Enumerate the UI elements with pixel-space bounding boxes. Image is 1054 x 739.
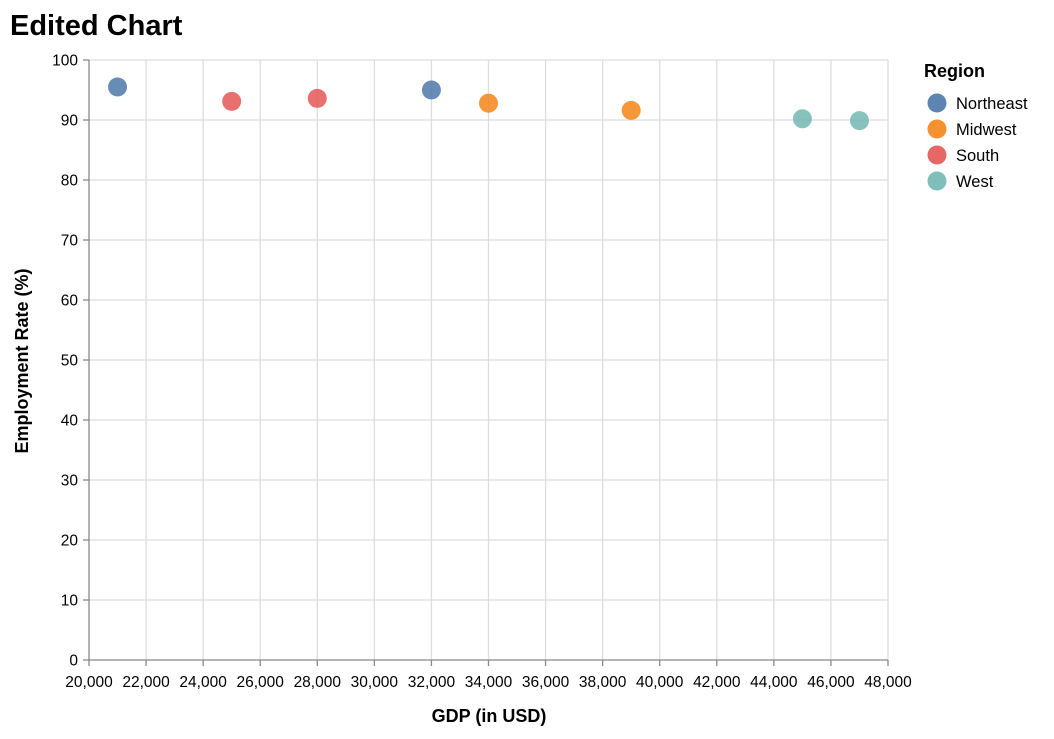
data-point-south[interactable] (307, 88, 327, 108)
x-tick-label: 26,000 (237, 674, 285, 691)
y-tick-label: 70 (61, 233, 79, 250)
legend-label-northeast: Northeast (956, 95, 1028, 113)
legend-label-west: West (956, 173, 994, 191)
chart-title: Edited Chart (10, 10, 183, 42)
y-axis-title: Employment Rate (%) (12, 268, 32, 453)
legend-label-midwest: Midwest (956, 121, 1017, 139)
x-tick-label: 20,000 (65, 674, 113, 691)
axes: 20,000 22,000 24,000 26,000 28,000 30,000 32,0… (52, 53, 912, 692)
y-tick-label: 20 (61, 533, 79, 550)
legend-label-south: South (956, 147, 999, 165)
x-tick-label: 28,000 (294, 674, 342, 691)
x-tick-label: 32,000 (408, 674, 456, 691)
legend: Region Northeast Midwest South West (924, 61, 1028, 191)
y-tick-label: 50 (61, 353, 79, 370)
x-tick-label: 24,000 (179, 674, 227, 691)
y-tick-label: 10 (61, 593, 79, 610)
y-tick-label: 100 (52, 53, 78, 70)
legend-symbol-west (927, 171, 947, 191)
legend-symbol-midwest (927, 119, 947, 139)
x-tick-label: 34,000 (465, 674, 513, 691)
legend-symbol-south (927, 145, 947, 165)
data-point-south[interactable] (222, 91, 242, 111)
data-point-west[interactable] (849, 111, 869, 131)
x-tick-label: 42,000 (693, 674, 741, 691)
x-tick-label: 40,000 (636, 674, 684, 691)
y-tick-label: 60 (61, 293, 79, 310)
data-points (108, 77, 869, 131)
legend-symbol-northeast (927, 93, 947, 113)
x-tick-label: 38,000 (579, 674, 627, 691)
x-axis-title: GDP (in USD) (432, 706, 547, 726)
legend-title: Region (924, 61, 985, 81)
y-tick-label: 90 (61, 113, 79, 130)
grid-lines (89, 59, 889, 660)
y-tick-label: 80 (61, 173, 79, 190)
x-tick-label: 44,000 (750, 674, 798, 691)
x-tick-label: 36,000 (522, 674, 570, 691)
y-tick-label: 0 (69, 653, 78, 670)
x-tick-label: 30,000 (351, 674, 399, 691)
x-tick-label: 22,000 (122, 674, 170, 691)
data-point-northeast[interactable] (108, 77, 128, 97)
data-point-northeast[interactable] (421, 80, 441, 100)
data-point-midwest[interactable] (479, 93, 498, 113)
y-tick-label: 30 (61, 473, 79, 490)
data-point-midwest[interactable] (621, 100, 641, 120)
x-tick-label: 48,000 (864, 674, 912, 691)
x-tick-label: 46,000 (807, 674, 855, 691)
data-point-west[interactable] (792, 109, 812, 129)
y-tick-label: 40 (61, 413, 79, 430)
